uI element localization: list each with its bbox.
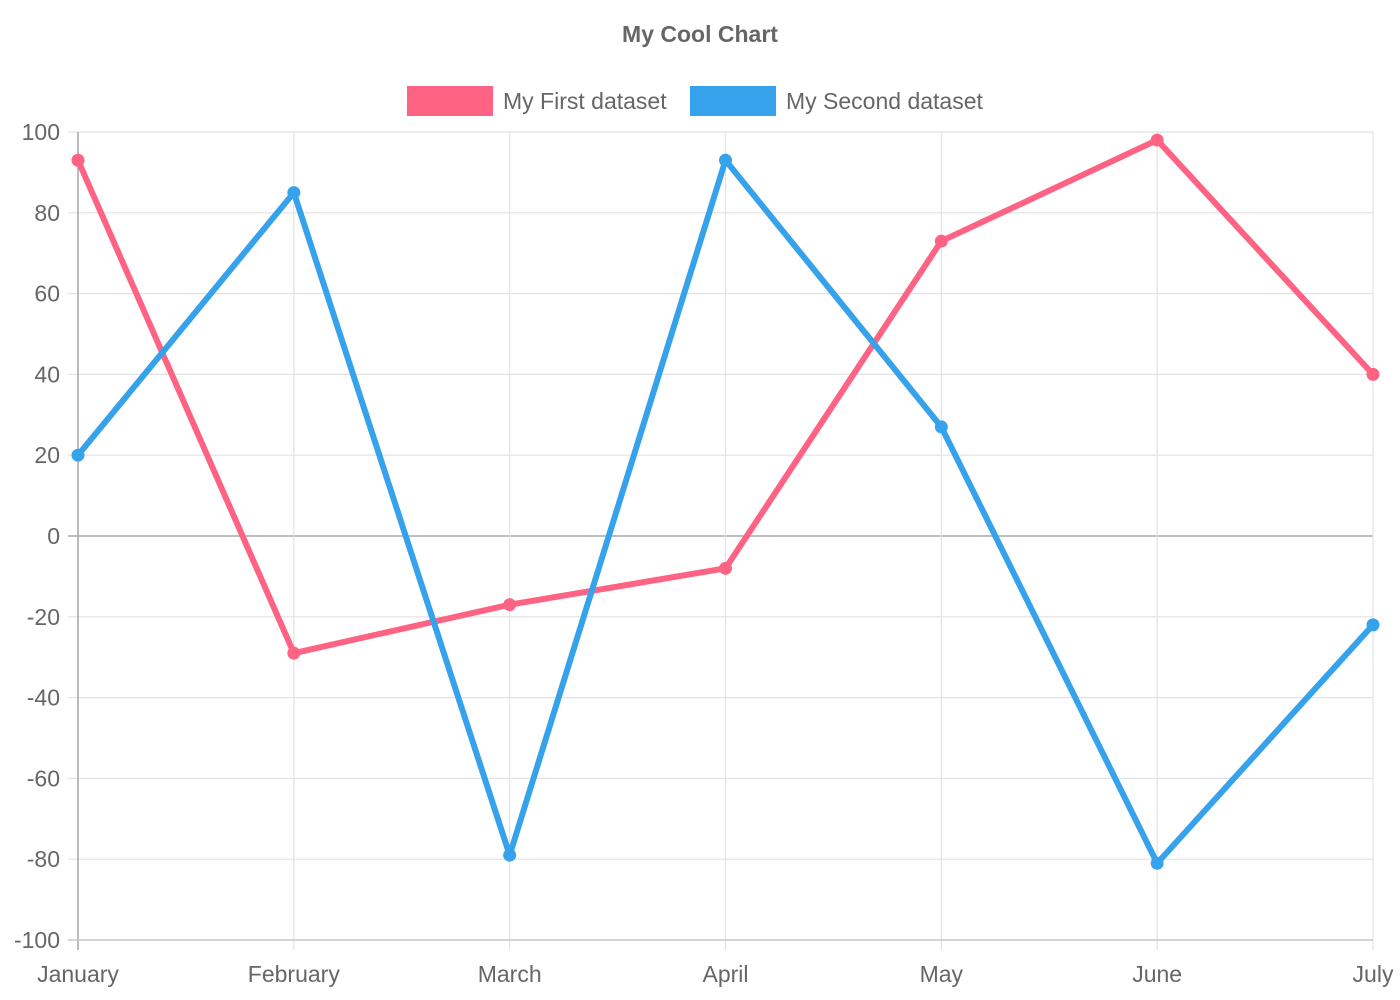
data-point[interactable] bbox=[503, 598, 517, 612]
data-point[interactable] bbox=[287, 186, 301, 200]
x-tick-label: March bbox=[478, 961, 542, 987]
y-tick-label: 60 bbox=[34, 281, 60, 307]
data-point[interactable] bbox=[287, 646, 301, 660]
y-tick-label: 80 bbox=[34, 200, 60, 226]
legend-item-first-dataset[interactable]: My First dataset bbox=[407, 86, 667, 116]
data-point[interactable] bbox=[934, 420, 948, 434]
legend-label-first-dataset: My First dataset bbox=[503, 88, 667, 114]
y-tick-label: 40 bbox=[34, 361, 60, 387]
y-tick-label: 0 bbox=[47, 523, 60, 549]
series-first-dataset bbox=[71, 133, 1380, 660]
y-tick-label: -100 bbox=[14, 927, 60, 953]
data-point[interactable] bbox=[1150, 856, 1164, 870]
legend-swatch-first-dataset bbox=[407, 86, 493, 116]
data-point[interactable] bbox=[934, 234, 948, 248]
y-tick-label: 100 bbox=[22, 119, 60, 145]
legend-swatch-second-dataset bbox=[690, 86, 776, 116]
legend: My First dataset My Second dataset bbox=[407, 86, 984, 116]
data-point[interactable] bbox=[71, 448, 85, 462]
data-point[interactable] bbox=[503, 848, 517, 862]
data-point[interactable] bbox=[1366, 367, 1380, 381]
x-tick-label: January bbox=[37, 961, 119, 987]
y-tick-label: -40 bbox=[27, 685, 60, 711]
series-second-dataset bbox=[71, 153, 1380, 870]
data-point[interactable] bbox=[1150, 133, 1164, 147]
legend-item-second-dataset[interactable]: My Second dataset bbox=[690, 86, 984, 116]
x-tick-label: June bbox=[1132, 961, 1182, 987]
y-tick-label: 20 bbox=[34, 442, 60, 468]
x-tick-label: July bbox=[1353, 961, 1394, 987]
grid bbox=[68, 131, 1374, 950]
legend-label-second-dataset: My Second dataset bbox=[786, 88, 984, 114]
y-tick-label: -20 bbox=[27, 604, 60, 630]
data-point[interactable] bbox=[71, 153, 85, 167]
y-tick-label: -60 bbox=[27, 765, 60, 791]
axes: 100 80 60 40 20 0 -20 -40 -60 -80 -100 January Febru… bbox=[14, 119, 1394, 987]
x-tick-label: May bbox=[920, 961, 964, 987]
data-point[interactable] bbox=[719, 561, 732, 575]
series-layer bbox=[71, 133, 1380, 870]
x-tick-label: February bbox=[248, 961, 341, 987]
y-tick-label: -80 bbox=[27, 846, 60, 872]
x-tick-label: April bbox=[702, 961, 748, 987]
data-point[interactable] bbox=[1366, 618, 1380, 632]
chart-title: My Cool Chart bbox=[622, 21, 778, 47]
data-point[interactable] bbox=[719, 153, 732, 167]
